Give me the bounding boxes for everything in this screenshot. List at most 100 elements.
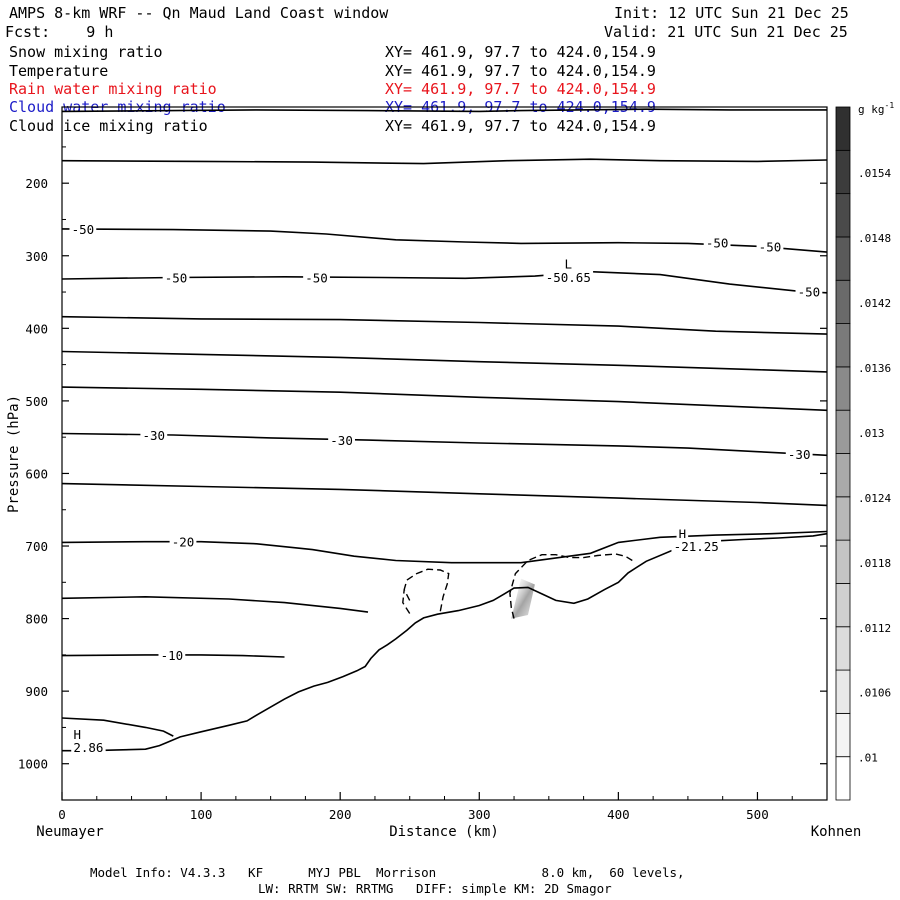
y-tick-label: 200 xyxy=(25,176,48,191)
contour-label: -50 xyxy=(72,222,95,237)
contour-label: L xyxy=(565,257,573,272)
valid-time: Valid: 21 UTC Sun 21 Dec 25 xyxy=(604,23,848,41)
model-info-line1: Model Info: V4.3.3 KF MYJ PBL Morrison 8… xyxy=(90,865,685,880)
colorbar-swatch xyxy=(835,496,851,541)
isotherm-9 xyxy=(61,530,828,564)
contour-label-bg xyxy=(303,269,330,285)
field-name-rain: Rain water mixing ratio xyxy=(9,80,217,98)
cloud-contour-1 xyxy=(402,589,411,614)
x-tick-label: 200 xyxy=(329,807,352,822)
contour-label: -50 xyxy=(305,271,328,286)
colorbar-label: .0154 xyxy=(858,167,891,180)
x-tick-label: 400 xyxy=(607,807,630,822)
x-right-location: Kohnen xyxy=(811,824,862,840)
colorbar-label: .0136 xyxy=(858,362,891,375)
contour-label-bg xyxy=(162,269,190,285)
colorbar-swatch xyxy=(835,149,851,195)
isotherm-5 xyxy=(61,350,828,373)
cloud-contour-2 xyxy=(509,553,633,619)
contour-label-bg xyxy=(69,220,97,236)
field-name-temperature: Temperature xyxy=(9,62,109,80)
x-tick-label: 100 xyxy=(190,807,213,822)
field-name-snow: Snow mixing ratio xyxy=(9,43,163,61)
contour-label: -30 xyxy=(788,447,811,462)
colorbar-swatch xyxy=(835,106,851,151)
init-time: Init: 12 UTC Sun 21 Dec 25 xyxy=(614,4,849,22)
contour-label-bg xyxy=(756,238,784,254)
colorbar-swatch xyxy=(835,712,851,758)
colorbar-swatch xyxy=(835,236,851,281)
x-tick-label: 0 xyxy=(58,807,66,822)
isotherm-0 xyxy=(61,108,827,113)
contour-label-bg xyxy=(140,426,168,442)
colorbar-swatch xyxy=(835,193,851,238)
y-tick-label: 900 xyxy=(25,684,48,699)
contour-label: -20 xyxy=(172,535,195,550)
model-info-line2: LW: RRTM SW: RRTMG DIFF: simple KM: 2D S… xyxy=(258,881,612,896)
contour-label: -30 xyxy=(330,433,353,448)
contour-label-bg xyxy=(795,283,823,299)
colorbar-label: .01 xyxy=(858,752,878,765)
y-tick-label: 600 xyxy=(25,466,48,481)
field-xy-temperature: XY= 461.9, 97.7 to 424.0,154.9 xyxy=(385,62,656,80)
contour-label-bg xyxy=(703,234,731,250)
contour-label-bg xyxy=(71,739,106,755)
y-tick-label: 400 xyxy=(25,321,48,336)
contour-label: H xyxy=(74,727,82,742)
colorbar-swatch xyxy=(835,583,851,628)
contour-label-bg xyxy=(71,725,84,741)
colorbar-label: .0112 xyxy=(858,622,891,635)
contour-label: -21.25 xyxy=(674,539,719,554)
terrain-line xyxy=(62,532,828,752)
field-name-cloud-ice: Cloud ice mixing ratio xyxy=(9,117,208,135)
y-tick-label: 700 xyxy=(25,539,48,554)
y-axis-label: Pressure (hPa) xyxy=(6,395,22,513)
colorbar-swatch xyxy=(835,539,851,584)
y-tick-label: 300 xyxy=(25,249,48,264)
isotherm-10 xyxy=(61,595,369,613)
isotherm-8 xyxy=(61,482,828,507)
isotherm-7 xyxy=(61,432,828,457)
contour-label: -50 xyxy=(759,239,782,254)
colorbar-unit: g kg-1 xyxy=(858,101,894,116)
isotherm-12 xyxy=(61,717,174,737)
colorbar-swatch xyxy=(835,409,851,454)
contour-label: -50 xyxy=(798,284,821,299)
colorbar-swatch xyxy=(835,756,851,801)
x-left-location: Neumayer xyxy=(36,824,103,840)
field-xy-cloud-ice: XY= 461.9, 97.7 to 424.0,154.9 xyxy=(385,117,656,135)
isotherm-6 xyxy=(61,386,828,412)
colorbar-swatch xyxy=(835,323,851,368)
x-axis-label: Distance (km) xyxy=(389,824,499,840)
contour-label-bg xyxy=(785,445,813,461)
contour-label: -30 xyxy=(143,428,166,443)
isotherm-11 xyxy=(61,654,285,658)
x-tick-label: 500 xyxy=(746,807,769,822)
colorbar-label: .013 xyxy=(858,427,885,440)
contour-label: -10 xyxy=(161,648,184,663)
y-tick-label: 1000 xyxy=(18,757,48,772)
contour-label: -50 xyxy=(165,271,188,286)
contour-label-bg xyxy=(169,533,197,549)
field-xy-rain: XY= 461.9, 97.7 to 424.0,154.9 xyxy=(385,80,656,98)
y-tick-label: 500 xyxy=(25,394,48,409)
colorbar-label: .0148 xyxy=(858,232,891,245)
contour-label: -50 xyxy=(706,236,729,251)
contour-label-bg xyxy=(328,432,355,448)
contour-label-bg xyxy=(671,538,722,554)
colorbar-swatch xyxy=(835,279,851,324)
isotherm-4 xyxy=(61,315,828,335)
contour-label: -50.65 xyxy=(546,270,591,285)
x-tick-label: 300 xyxy=(468,807,491,822)
y-tick-label: 800 xyxy=(25,612,48,627)
isotherm-1 xyxy=(61,158,828,165)
colorbar-label: .0106 xyxy=(858,687,891,700)
contour-label-bg xyxy=(676,525,689,541)
colorbar-swatch xyxy=(835,366,851,411)
contour-label: 2.86 xyxy=(73,740,103,755)
contour-label-bg xyxy=(543,268,594,284)
colorbar-label: .0142 xyxy=(858,297,891,310)
field-xy-snow: XY= 461.9, 97.7 to 424.0,154.9 xyxy=(385,43,656,61)
colorbar-label: .0118 xyxy=(858,557,891,570)
